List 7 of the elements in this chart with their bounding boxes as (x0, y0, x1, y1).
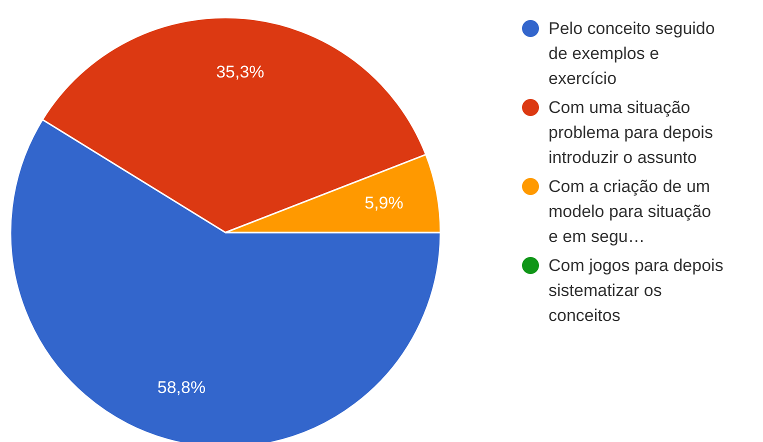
legend-label: Com uma situação problema para depois introduzir o assunto (548, 98, 713, 167)
data-label: 35,3% (216, 62, 264, 82)
data-label: 58,8% (157, 378, 206, 398)
legend-label: Com a criação de um modelo para situação e em segu… (548, 177, 712, 246)
data-label: 5,9% (364, 193, 404, 212)
legend-label: Com jogos para depois sistematizar os conceitos (548, 256, 724, 325)
legend-label: Pelo conceito seguido de exemplos e exercício (548, 19, 715, 88)
